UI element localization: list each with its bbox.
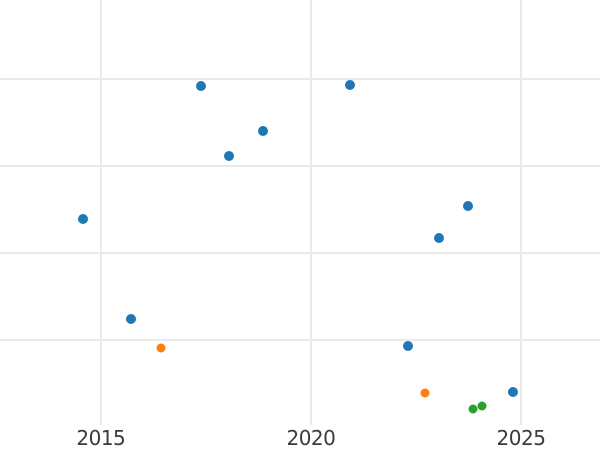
data-point-blue	[126, 314, 137, 325]
horizontal-gridline	[0, 165, 600, 168]
data-point-blue	[402, 341, 413, 352]
data-point-orange	[420, 388, 430, 398]
data-point-blue	[258, 126, 269, 137]
data-point-blue	[508, 386, 519, 397]
data-point-green	[477, 401, 487, 411]
x-tick-label: 2025	[496, 426, 546, 450]
x-tick-label: 2015	[76, 426, 126, 450]
data-point-blue	[345, 80, 355, 91]
data-point-blue	[462, 201, 473, 212]
data-point-green	[468, 404, 478, 414]
data-point-blue	[195, 81, 206, 92]
data-point-blue	[434, 232, 445, 243]
data-point-blue	[78, 214, 89, 225]
horizontal-gridline	[0, 339, 600, 342]
vertical-gridline	[520, 0, 522, 425]
horizontal-gridline	[0, 252, 600, 255]
plot-area	[0, 0, 600, 425]
horizontal-gridline	[0, 78, 600, 81]
vertical-gridline	[309, 0, 312, 425]
x-tick-label: 2020	[286, 426, 336, 450]
data-point-blue	[223, 150, 234, 161]
data-point-orange	[156, 343, 166, 353]
vertical-gridline	[99, 0, 102, 425]
